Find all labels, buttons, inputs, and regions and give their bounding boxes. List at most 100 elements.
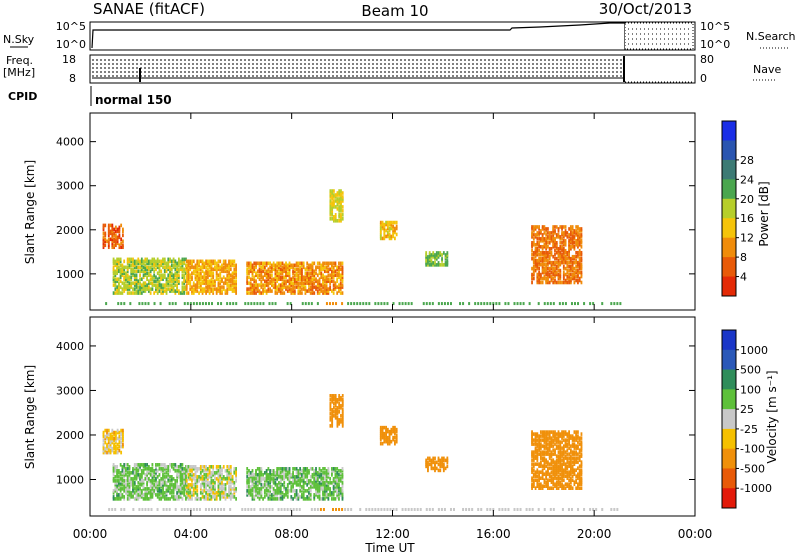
power-cell xyxy=(226,281,229,285)
velocity-cell xyxy=(329,481,332,485)
power-cell xyxy=(222,287,225,291)
velocity-cell xyxy=(319,507,322,511)
velocity-cell xyxy=(283,469,286,473)
power-cell xyxy=(532,276,535,281)
velocity-cell xyxy=(575,430,578,434)
velocity-cell xyxy=(575,434,578,438)
power-cell xyxy=(133,265,136,270)
velocity-cell xyxy=(539,460,542,464)
power-cell xyxy=(102,225,105,230)
velocity-cell xyxy=(428,456,431,461)
velocity-cell xyxy=(146,489,149,493)
power-cell xyxy=(141,302,144,306)
power-cell xyxy=(573,237,576,241)
power-cell xyxy=(386,302,389,306)
velocity-cell xyxy=(550,452,553,456)
velocity-cell xyxy=(172,497,175,501)
power-cell xyxy=(338,273,340,278)
power-cell xyxy=(292,265,294,270)
power-cell xyxy=(105,302,108,306)
velocity-cell xyxy=(183,473,186,477)
velocity-cell xyxy=(276,491,279,495)
power-cell xyxy=(580,280,583,285)
velocity-cell xyxy=(532,432,535,436)
velocity-cell xyxy=(125,489,127,493)
power-cell xyxy=(341,285,344,289)
power-cell xyxy=(545,246,548,251)
velocity-cell xyxy=(327,467,330,471)
power-cell xyxy=(118,227,121,232)
velocity-cell xyxy=(578,450,581,454)
power-cell xyxy=(258,277,261,281)
power-cell xyxy=(385,220,387,225)
power-cell xyxy=(279,263,282,268)
power-cell xyxy=(262,261,264,266)
velocity-cell xyxy=(559,454,562,458)
velocity-cell xyxy=(297,469,300,473)
power-cell xyxy=(120,223,123,228)
power-cell xyxy=(111,245,114,250)
velocity-cell xyxy=(120,440,123,445)
power-cell xyxy=(251,285,254,289)
velocity-cell xyxy=(155,473,157,477)
power-cell xyxy=(267,283,270,287)
velocity-cell xyxy=(151,463,154,467)
power-cell xyxy=(265,275,268,280)
power-cell xyxy=(320,267,323,272)
power-cell xyxy=(522,302,525,306)
velocity-cell xyxy=(224,489,227,493)
power-cell xyxy=(575,264,578,269)
power-cell xyxy=(144,257,147,262)
velocity-cell xyxy=(203,477,206,481)
velocity-cell xyxy=(377,507,380,511)
velocity-cell xyxy=(331,422,334,426)
power-cell xyxy=(111,233,114,238)
power-cell xyxy=(338,215,341,219)
nsky-tick-bottom: 10^0 xyxy=(56,38,86,51)
velocity-cell xyxy=(114,446,117,451)
power-cell xyxy=(311,283,314,287)
power-cell xyxy=(439,253,442,257)
velocity-cell xyxy=(569,456,572,460)
velocity-cell xyxy=(278,489,280,493)
nsky-frame xyxy=(89,21,696,51)
velocity-cell xyxy=(274,483,277,487)
power-cell xyxy=(543,250,546,255)
power-cell xyxy=(580,239,583,243)
power-cell xyxy=(126,279,129,283)
velocity-cell xyxy=(122,430,124,435)
power-cell xyxy=(541,280,544,285)
power-cell xyxy=(547,274,549,279)
velocity-cell xyxy=(133,475,136,479)
velocity-cell xyxy=(203,495,206,499)
velocity-cell xyxy=(215,477,218,481)
velocity-cell xyxy=(263,495,266,499)
velocity-cell xyxy=(187,477,190,481)
power-cell xyxy=(336,265,339,270)
velocity-cell xyxy=(228,487,230,491)
power-cell xyxy=(249,281,252,285)
power-cell xyxy=(381,236,384,241)
velocity-cell xyxy=(118,434,121,439)
velocity-cell xyxy=(155,487,157,491)
velocity-cell xyxy=(536,456,539,460)
velocity-cell xyxy=(235,497,237,501)
power-cell xyxy=(199,265,202,270)
velocity-cell xyxy=(106,446,108,451)
power-cell xyxy=(123,271,126,276)
velocity-cell xyxy=(123,507,126,511)
velocity-cell xyxy=(297,493,300,497)
power-cell xyxy=(353,302,356,306)
power-cell xyxy=(552,262,555,267)
power-cell xyxy=(253,283,256,287)
velocity-cell xyxy=(316,489,319,493)
power-cell xyxy=(146,277,149,281)
velocity-cell xyxy=(325,481,328,485)
velocity-cell xyxy=(453,507,455,511)
velocity-cell xyxy=(167,487,170,491)
power-cell xyxy=(231,263,234,268)
velocity-cell xyxy=(199,475,202,479)
power-cell xyxy=(299,267,302,272)
power-cell xyxy=(334,263,337,268)
power-cell xyxy=(111,225,114,230)
